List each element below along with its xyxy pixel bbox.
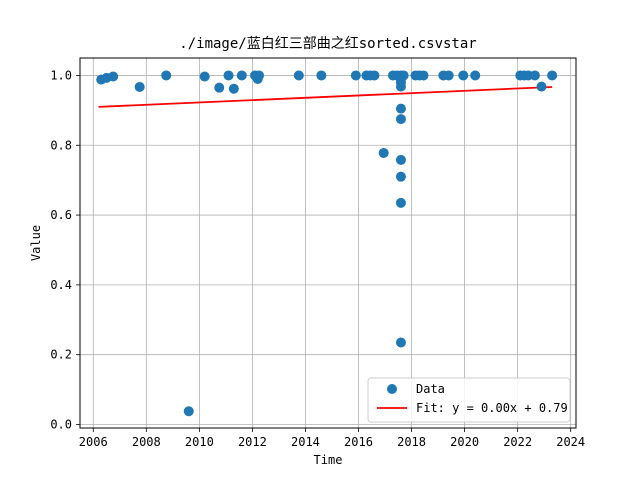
x-tick-label: 2012 — [238, 435, 267, 449]
chart-title: ./image/蓝白红三部曲之红sorted.csvstar — [179, 36, 476, 52]
legend-box — [367, 377, 571, 423]
data-point — [529, 70, 540, 81]
data-point — [350, 70, 361, 81]
data-point — [395, 103, 406, 114]
data-point — [214, 82, 225, 93]
data-point — [223, 70, 234, 81]
grid — [80, 58, 576, 428]
data-point — [443, 70, 454, 81]
x-tick-label: 2018 — [397, 435, 426, 449]
data-point — [316, 70, 327, 81]
data-point — [199, 71, 210, 82]
data-point — [161, 70, 172, 81]
legend-marker-data — [387, 384, 397, 394]
x-tick-label: 2010 — [185, 435, 214, 449]
data-point — [228, 83, 239, 94]
data-point — [134, 81, 145, 92]
y-tick-label: 0.2 — [50, 348, 72, 362]
x-tick-label: 2022 — [503, 435, 532, 449]
data-point — [293, 70, 304, 81]
data-point — [108, 71, 119, 82]
data-point — [395, 171, 406, 182]
plot-frame — [79, 57, 577, 429]
legend-label-data: Data — [416, 382, 445, 396]
y-tick-label: 0.0 — [50, 418, 72, 432]
legend: Data Fit: y = 0.00x + 0.79 — [367, 377, 571, 423]
x-tick-label: 2024 — [556, 435, 585, 449]
x-tick-label: 2008 — [132, 435, 161, 449]
x-tick-label: 2006 — [79, 435, 108, 449]
data-point — [395, 154, 406, 165]
x-tick-label: 2014 — [291, 435, 320, 449]
data-point — [418, 70, 429, 81]
x-tick-label: 2020 — [450, 435, 479, 449]
fit-line — [98, 86, 553, 108]
fit-line-layer — [98, 86, 553, 108]
y-tick-label: 0.4 — [50, 278, 72, 292]
data-point — [395, 337, 406, 348]
data-point — [378, 147, 389, 158]
y-axis-ticks: 0.0 0.2 0.4 0.6 0.8 1.0 — [50, 68, 80, 432]
data-point — [536, 81, 547, 92]
data-point — [547, 70, 558, 81]
data-points-layer — [96, 70, 558, 417]
y-tick-label: 0.6 — [50, 208, 72, 222]
data-point — [398, 70, 409, 81]
data-point — [183, 406, 194, 417]
y-tick-label: 1.0 — [50, 68, 72, 82]
data-point — [369, 70, 380, 81]
x-axis-ticks: 2006 2008 2010 2012 2014 2016 2018 2020 2022 2024 — [79, 428, 585, 449]
data-point — [395, 114, 406, 125]
data-point — [395, 197, 406, 208]
data-point — [236, 70, 247, 81]
y-axis-title: Value — [29, 225, 43, 261]
data-point — [254, 70, 265, 81]
data-point — [395, 81, 406, 92]
data-point — [458, 70, 469, 81]
legend-label-fit: Fit: y = 0.00x + 0.79 — [416, 401, 568, 415]
x-axis-title: Time — [314, 453, 343, 467]
y-tick-label: 0.8 — [50, 138, 72, 152]
x-tick-label: 2016 — [344, 435, 373, 449]
data-point — [470, 70, 481, 81]
